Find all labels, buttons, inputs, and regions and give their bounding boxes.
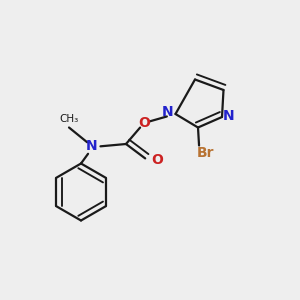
Text: N: N [86, 139, 97, 152]
Text: N: N [223, 109, 234, 122]
Text: O: O [152, 154, 164, 167]
Text: CH₃: CH₃ [59, 115, 79, 124]
Text: Br: Br [197, 146, 214, 160]
Text: O: O [138, 116, 150, 130]
Text: N: N [162, 106, 174, 119]
